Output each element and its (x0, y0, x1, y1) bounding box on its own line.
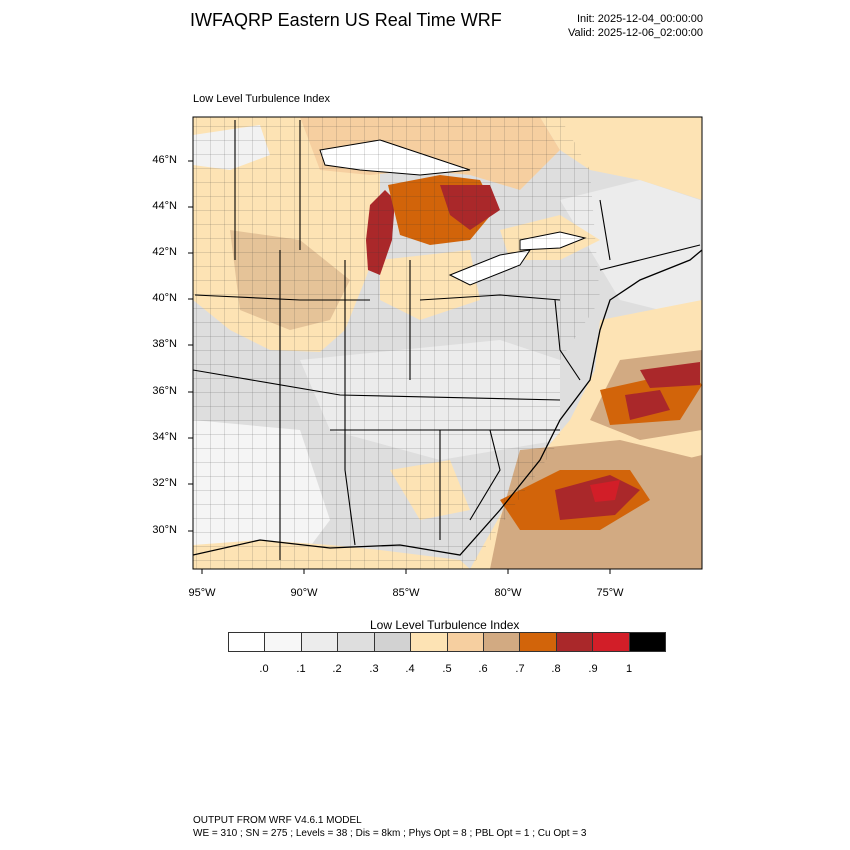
lat-tick-label: 44°N (152, 200, 177, 212)
lon-tick-label: 80°W (494, 587, 522, 599)
lon-tick-label: 95°W (188, 587, 216, 599)
colorbar-label: .9 (588, 663, 598, 675)
field-label: Low Level Turbulence Index (193, 93, 330, 105)
colorbar-label: .5 (442, 663, 452, 675)
lat-tick-label: 40°N (152, 292, 177, 304)
colorbar-box (447, 633, 484, 651)
footer-settings-line: WE = 310 ; SN = 275 ; Levels = 38 ; Dis … (193, 828, 587, 839)
colorbar-box (374, 633, 412, 651)
map-frame (192, 116, 703, 570)
lat-tick-label: 32°N (152, 477, 177, 489)
colorbar-box (520, 633, 557, 651)
colorbar (228, 632, 666, 652)
map-field (193, 117, 702, 569)
lon-tick-label: 90°W (290, 587, 318, 599)
lon-tick-label: 85°W (392, 587, 420, 599)
lat-tick-label: 46°N (152, 154, 177, 166)
footer-model-line: OUTPUT FROM WRF V4.6.1 MODEL (193, 815, 362, 826)
colorbar-label: .4 (405, 663, 415, 675)
colorbar-box (229, 633, 266, 651)
colorbar-box (629, 633, 666, 651)
lat-tick-label: 34°N (152, 431, 177, 443)
colorbar-label: .2 (332, 663, 342, 675)
lat-tick-label: 30°N (152, 524, 177, 536)
colorbar-box (483, 633, 521, 651)
colorbar-box (556, 633, 594, 651)
colorbar-label: 1 (625, 663, 633, 675)
colorbar-title: Low Level Turbulence Index (370, 618, 520, 632)
lat-tick-label: 36°N (152, 385, 177, 397)
colorbar-label: .1 (296, 663, 306, 675)
colorbar-box (301, 633, 339, 651)
colorbar-label: .7 (515, 663, 525, 675)
lon-tick-label: 75°W (596, 587, 624, 599)
chart-title: IWFAQRP Eastern US Real Time WRF (190, 10, 502, 30)
colorbar-label: .6 (478, 663, 488, 675)
colorbar-box (265, 633, 302, 651)
colorbar-box (411, 633, 448, 651)
init-time: Init: 2025-12-04_00:00:00 (577, 13, 703, 25)
lat-tick-label: 42°N (152, 246, 177, 258)
colorbar-label: .8 (551, 663, 561, 675)
colorbar-box (338, 633, 375, 651)
colorbar-label: .0 (259, 663, 269, 675)
colorbar-box (593, 633, 630, 651)
valid-time: Valid: 2025-12-06_02:00:00 (568, 27, 703, 39)
lat-tick-label: 38°N (152, 338, 177, 350)
colorbar-label: .3 (369, 663, 379, 675)
